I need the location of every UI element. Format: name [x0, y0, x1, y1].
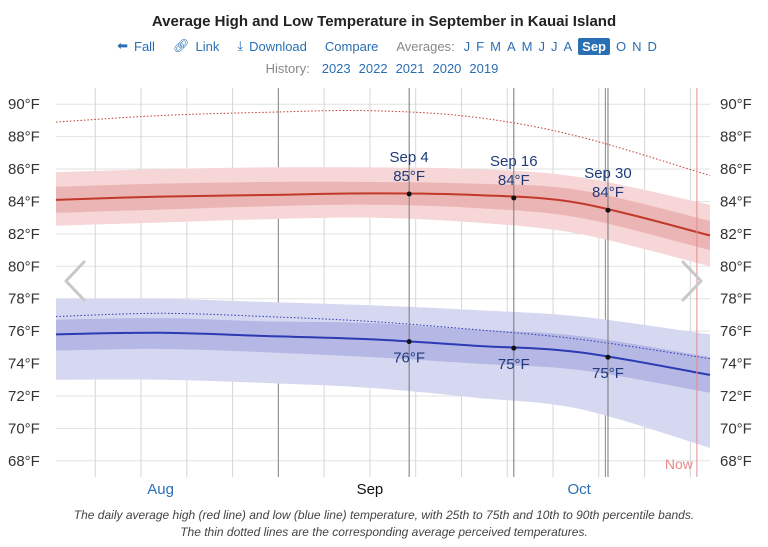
- ytick-right-90: 90°F: [720, 96, 752, 113]
- history-year-2023[interactable]: 2023: [321, 61, 351, 76]
- ytick-right-72: 72°F: [720, 388, 752, 405]
- annotation-high-value-2: 84°F: [592, 184, 624, 201]
- annotation-low-value-2: 75°F: [592, 365, 624, 382]
- low-line: [55, 331, 711, 376]
- chart-title: Average High and Low Temperature in Sept…: [151, 13, 617, 30]
- ytick-right-88: 88°F: [720, 129, 752, 146]
- ytick-right-74: 74°F: [720, 356, 752, 373]
- caption-line-2: The thin dotted lines are the correspond…: [180, 525, 588, 539]
- month-3[interactable]: A: [506, 38, 516, 54]
- annotation-high-value-1: 84°F: [498, 172, 530, 189]
- fall-label: Fall: [134, 38, 155, 54]
- month-label-sep: Sep: [357, 481, 384, 498]
- month-selector: J F M A M J J A Sep O N D: [461, 37, 660, 55]
- chevron-left-icon[interactable]: [64, 260, 86, 302]
- compare-button[interactable]: Compare: [325, 39, 378, 54]
- ytick-right-78: 78°F: [720, 291, 752, 308]
- month-10[interactable]: N: [632, 38, 642, 54]
- arrow-left-icon: ⬅: [117, 38, 128, 53]
- link-button[interactable]: 🔗︎ Link: [173, 38, 219, 54]
- ytick-left-90: 90°F: [8, 96, 40, 113]
- chart-caption: The daily average high (red line) and lo…: [0, 507, 768, 541]
- history-year-2021[interactable]: 2021: [395, 61, 425, 76]
- ytick-left-82: 82°F: [8, 226, 40, 243]
- high-line: [55, 192, 711, 237]
- fall-link[interactable]: ⬅ Fall: [117, 38, 155, 54]
- averages-label: Averages:: [396, 38, 455, 54]
- ytick-right-68: 68°F: [720, 453, 752, 470]
- ytick-left-88: 88°F: [8, 129, 40, 146]
- ytick-right-82: 82°F: [720, 226, 752, 243]
- ytick-left-86: 86°F: [8, 161, 40, 178]
- annotation-high-dot-1: [511, 195, 517, 201]
- download-icon: ⤓: [237, 38, 244, 53]
- chart-nav: ⬅ Fall 🔗︎ Link ⤓ Download Compare Averag…: [0, 37, 768, 55]
- month-9[interactable]: O: [616, 38, 627, 54]
- now-label: Now: [665, 456, 694, 472]
- ytick-left-76: 76°F: [8, 323, 40, 340]
- month-4[interactable]: M: [521, 38, 533, 54]
- annotation-date-2: Sep 30: [584, 165, 632, 182]
- annotation-low-value-0: 76°F: [393, 350, 425, 367]
- ytick-right-70: 70°F: [720, 420, 752, 437]
- annotation-low-dot-0: [406, 339, 412, 345]
- caption-line-1: The daily average high (red line) and lo…: [73, 508, 695, 522]
- history-years: 2023 2022 2021 2020 2019: [318, 61, 503, 76]
- month-1[interactable]: F: [476, 38, 485, 54]
- link-icon: 🔗︎: [172, 38, 190, 53]
- ytick-left-72: 72°F: [8, 388, 40, 405]
- history-year-2022[interactable]: 2022: [358, 61, 388, 76]
- download-button[interactable]: ⤓ Download: [237, 38, 307, 54]
- history-bar: History: 2023 2022 2021 2020 2019: [0, 61, 768, 76]
- ytick-left-70: 70°F: [8, 420, 40, 437]
- month-5[interactable]: J: [538, 38, 545, 54]
- chevron-right-icon[interactable]: [681, 260, 703, 302]
- annotation-high-value-0: 85°F: [393, 168, 425, 185]
- history-label: History:: [265, 61, 310, 76]
- annotation-low-dot-2: [605, 354, 611, 360]
- month-0[interactable]: J: [463, 38, 471, 54]
- low-band-25-75: [56, 318, 710, 393]
- month-label-oct: Oct: [568, 481, 592, 498]
- history-year-2019[interactable]: 2019: [469, 61, 499, 76]
- annotation-low-dot-1: [511, 345, 517, 351]
- month-8[interactable]: Sep: [578, 37, 610, 55]
- download-label: Download: [249, 38, 307, 54]
- ytick-left-74: 74°F: [8, 356, 40, 373]
- compare-label: Compare: [324, 38, 379, 54]
- ytick-right-84: 84°F: [720, 193, 752, 210]
- annotation-high-dot-0: [406, 191, 412, 197]
- link-label: Link: [195, 38, 220, 54]
- month-11[interactable]: D: [647, 38, 657, 54]
- ytick-left-78: 78°F: [8, 291, 40, 308]
- annotation-date-0: Sep 4: [390, 149, 429, 166]
- ytick-left-84: 84°F: [8, 193, 40, 210]
- ytick-right-80: 80°F: [720, 258, 752, 275]
- annotation-date-1: Sep 16: [490, 153, 538, 170]
- month-6[interactable]: J: [550, 38, 558, 54]
- month-7[interactable]: A: [563, 38, 573, 54]
- ytick-left-68: 68°F: [8, 453, 40, 470]
- ytick-right-76: 76°F: [720, 323, 752, 340]
- annotation-low-value-1: 75°F: [498, 356, 530, 373]
- high-perceived-line: [55, 109, 711, 177]
- ytick-right-86: 86°F: [720, 161, 752, 178]
- history-year-2020[interactable]: 2020: [432, 61, 462, 76]
- month-label-aug: Aug: [147, 481, 174, 498]
- ytick-left-80: 80°F: [8, 258, 40, 275]
- month-2[interactable]: M: [490, 38, 501, 54]
- temperature-chart: Now Sep 4 85°F 76°F Sep 16 84°F 75°F Sep 30 84°F…: [8, 88, 752, 498]
- annotation-high-dot-2: [605, 207, 611, 213]
